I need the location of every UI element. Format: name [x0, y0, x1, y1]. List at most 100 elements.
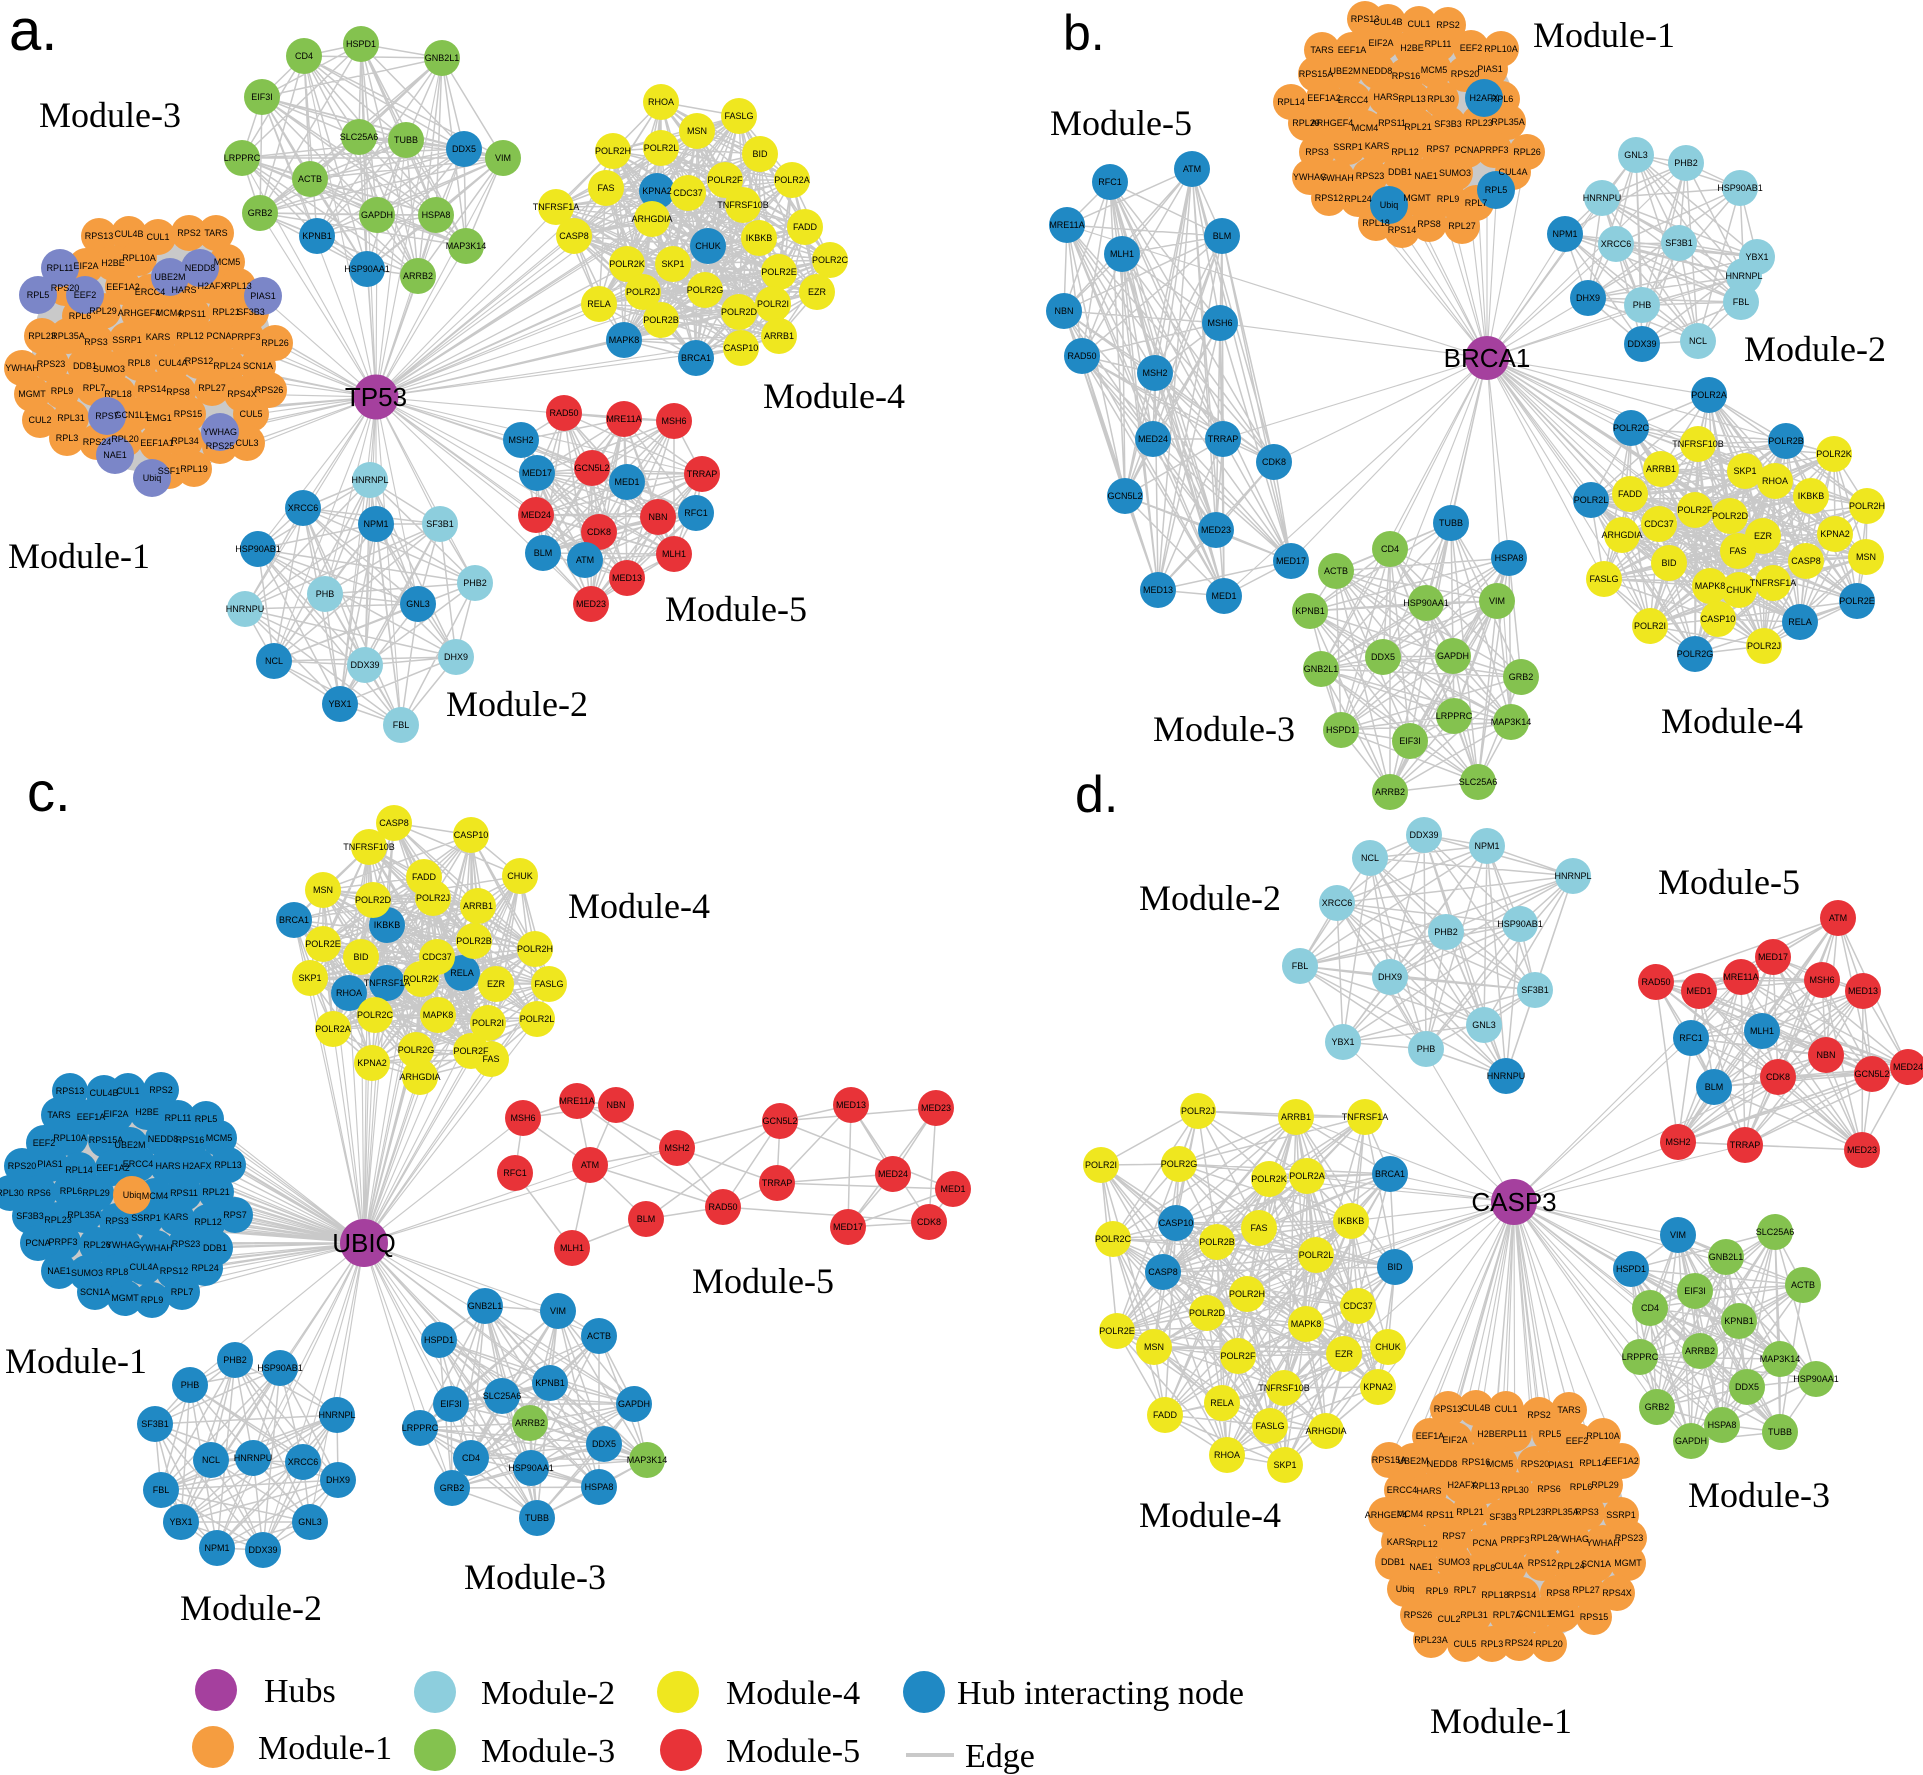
svg-text:Module-1: Module-1 — [1533, 15, 1675, 55]
svg-text:BLM: BLM — [1213, 231, 1232, 241]
svg-text:MCM5: MCM5 — [206, 1133, 233, 1143]
svg-text:HARS: HARS — [171, 285, 196, 295]
svg-text:RPS23: RPS23 — [1356, 171, 1385, 181]
svg-text:NEDD8: NEDD8 — [148, 1134, 179, 1144]
svg-text:MED24: MED24 — [1138, 434, 1168, 444]
svg-text:POLR2L: POLR2L — [644, 143, 679, 153]
svg-text:TNFRSF1A: TNFRSF1A — [1342, 1112, 1389, 1122]
svg-text:KPNA2: KPNA2 — [642, 186, 672, 196]
svg-text:DDB1: DDB1 — [1388, 167, 1412, 177]
svg-text:RPL30: RPL30 — [0, 1188, 24, 1198]
svg-text:RHOA: RHOA — [648, 97, 674, 107]
svg-text:HNRNPU: HNRNPU — [1487, 1071, 1526, 1081]
svg-text:CUL4A: CUL4A — [1494, 1561, 1523, 1571]
svg-text:MED1: MED1 — [1686, 986, 1711, 996]
svg-text:ARHGDIA: ARHGDIA — [1305, 1426, 1346, 1436]
svg-text:KPNB1: KPNB1 — [302, 231, 332, 241]
svg-text:RPL27: RPL27 — [198, 383, 226, 393]
svg-text:HNRNPL: HNRNPL — [1725, 271, 1762, 281]
svg-text:RPS16: RPS16 — [1392, 71, 1421, 81]
svg-text:MSN: MSN — [1144, 1342, 1164, 1352]
svg-text:ATM: ATM — [576, 555, 594, 565]
svg-text:EMG1: EMG1 — [146, 413, 172, 423]
svg-text:VIM: VIM — [1670, 1230, 1686, 1240]
svg-text:HARS: HARS — [1416, 1486, 1441, 1496]
svg-text:POLR2G: POLR2G — [1677, 649, 1714, 659]
svg-text:RPS20: RPS20 — [1521, 1459, 1550, 1469]
svg-text:MSH6: MSH6 — [1809, 975, 1834, 985]
svg-text:FBL: FBL — [1733, 297, 1750, 307]
svg-text:DDB1: DDB1 — [203, 1243, 227, 1253]
svg-text:MED17: MED17 — [522, 468, 552, 478]
svg-text:Ubiq: Ubiq — [1380, 200, 1399, 210]
svg-text:DHX9: DHX9 — [326, 1475, 350, 1485]
svg-text:CUL3: CUL3 — [235, 438, 258, 448]
svg-text:YWHAG: YWHAG — [106, 1240, 140, 1250]
svg-text:KPNA2: KPNA2 — [1363, 1382, 1393, 1392]
svg-text:KPNB1: KPNB1 — [1724, 1316, 1754, 1326]
svg-text:ERCC4: ERCC4 — [135, 287, 166, 297]
svg-text:POLR2K: POLR2K — [1816, 449, 1852, 459]
svg-text:RPS14: RPS14 — [1388, 225, 1417, 235]
svg-text:GAPDH: GAPDH — [361, 210, 393, 220]
svg-text:POLR2I: POLR2I — [1634, 621, 1666, 631]
svg-text:a.: a. — [9, 0, 57, 63]
svg-text:MCM5: MCM5 — [1487, 1459, 1514, 1469]
svg-text:SLC25A6: SLC25A6 — [483, 1391, 522, 1401]
svg-text:NPM1: NPM1 — [1474, 841, 1499, 851]
svg-text:CUL1: CUL1 — [1407, 19, 1430, 29]
svg-text:POLR2E: POLR2E — [305, 939, 341, 949]
svg-text:Module-2: Module-2 — [1744, 329, 1886, 369]
svg-text:MAPK8: MAPK8 — [423, 1010, 454, 1020]
svg-text:BLM: BLM — [534, 548, 553, 558]
svg-text:XRCC6: XRCC6 — [288, 1457, 319, 1467]
svg-text:HNRNPU: HNRNPU — [226, 604, 265, 614]
svg-text:BRCA1: BRCA1 — [1444, 343, 1531, 373]
svg-text:PCNA: PCNA — [206, 331, 231, 341]
svg-text:Ubiq: Ubiq — [123, 1190, 142, 1200]
svg-text:PHB: PHB — [1417, 1044, 1436, 1054]
svg-text:DDX39: DDX39 — [1627, 339, 1656, 349]
svg-text:RPS11: RPS11 — [178, 309, 206, 319]
svg-text:TNFRSF1A: TNFRSF1A — [533, 202, 580, 212]
svg-text:GRB2: GRB2 — [248, 208, 273, 218]
svg-text:SSRP1: SSRP1 — [131, 1213, 161, 1223]
svg-text:SSRP1: SSRP1 — [112, 335, 142, 345]
svg-text:Module-4: Module-4 — [726, 1675, 860, 1712]
svg-text:MSH2: MSH2 — [664, 1143, 689, 1153]
svg-text:CUL4A: CUL4A — [129, 1262, 158, 1272]
svg-text:SUMO3: SUMO3 — [93, 364, 125, 374]
svg-text:TRRAP: TRRAP — [762, 1178, 793, 1188]
svg-text:DDX5: DDX5 — [592, 1439, 616, 1449]
svg-text:MED17: MED17 — [1276, 556, 1306, 566]
svg-text:PCNA: PCNA — [25, 1238, 50, 1248]
svg-text:RELA: RELA — [1210, 1398, 1234, 1408]
svg-text:RPL27: RPL27 — [1572, 1585, 1600, 1595]
svg-text:ACTB: ACTB — [1324, 566, 1348, 576]
svg-text:ARRB2: ARRB2 — [1375, 787, 1405, 797]
svg-text:RPS8: RPS8 — [1546, 1588, 1570, 1598]
svg-text:HSPA8: HSPA8 — [585, 1482, 614, 1492]
svg-text:DHX9: DHX9 — [1378, 972, 1402, 982]
svg-text:RPL24: RPL24 — [191, 1263, 219, 1273]
svg-text:RPS7: RPS7 — [1426, 144, 1450, 154]
svg-text:VIM: VIM — [1489, 596, 1505, 606]
svg-text:RPL5: RPL5 — [27, 290, 50, 300]
svg-text:VIM: VIM — [550, 1306, 566, 1316]
svg-text:FBL: FBL — [393, 720, 410, 730]
svg-text:SLC25A6: SLC25A6 — [340, 132, 379, 142]
svg-text:RPL26: RPL26 — [261, 338, 289, 348]
svg-text:CDK8: CDK8 — [1262, 457, 1286, 467]
svg-text:CHUK: CHUK — [695, 241, 721, 251]
svg-text:CASP10: CASP10 — [454, 830, 489, 840]
svg-text:NAE1: NAE1 — [47, 1266, 71, 1276]
svg-text:CDC37: CDC37 — [673, 188, 703, 198]
svg-text:CDK8: CDK8 — [917, 1217, 941, 1227]
svg-text:RPL11: RPL11 — [47, 263, 74, 273]
svg-text:RPS20: RPS20 — [51, 283, 80, 293]
svg-text:RELA: RELA — [587, 299, 611, 309]
svg-text:Module-1: Module-1 — [5, 1341, 147, 1381]
svg-text:Edge: Edge — [965, 1738, 1035, 1775]
svg-text:Module-4: Module-4 — [763, 376, 905, 416]
svg-text:GNB2L1: GNB2L1 — [1709, 1252, 1744, 1262]
